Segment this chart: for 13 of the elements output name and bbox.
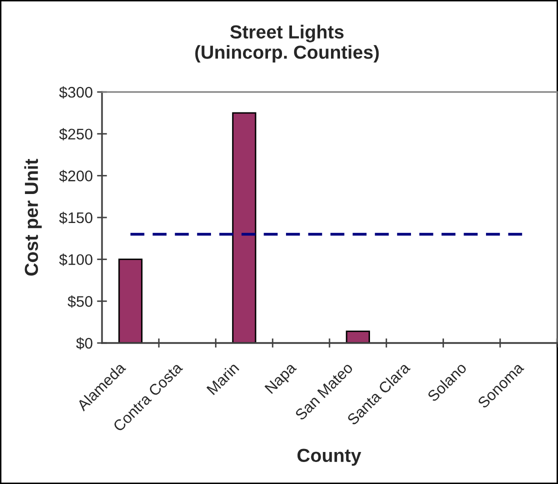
y-tick-label: $250 [59,128,92,140]
y-tick-label: $150 [59,212,92,224]
y-axis-title: Cost per Unit [24,158,42,276]
bar [232,112,256,343]
y-tick-label: $0 [76,337,92,350]
bar [346,330,370,343]
chart-title: Street Lights (Unincorp. Counties) [195,24,379,63]
bar [118,258,143,343]
y-tick-label: $300 [59,86,92,99]
y-tick-label: $50 [68,295,92,308]
y-tick-label: $100 [59,254,92,266]
y-tick-label: $200 [59,170,92,182]
x-axis-title: County [297,448,362,466]
